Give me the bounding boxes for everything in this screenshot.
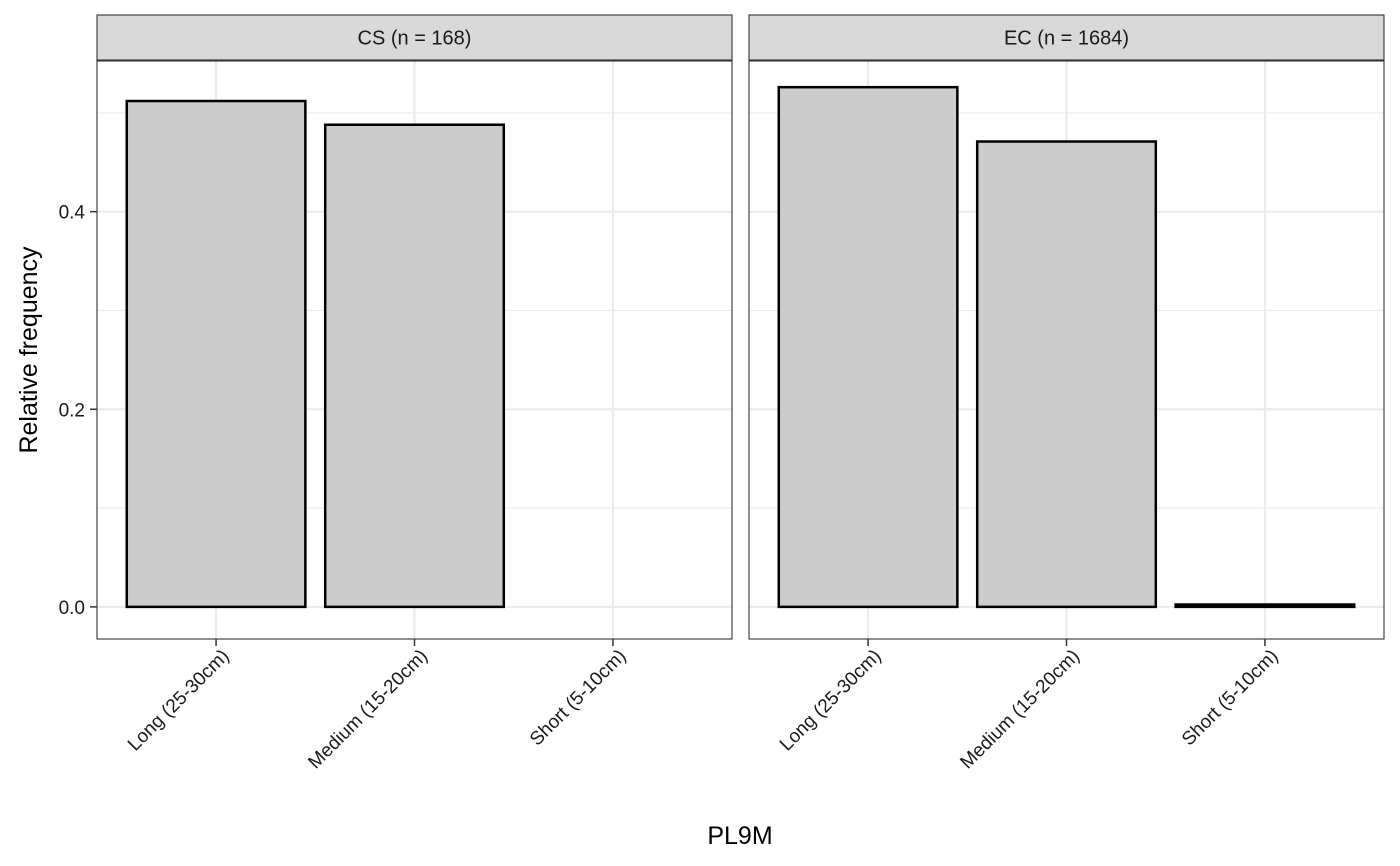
y-tick-label: 0.4 bbox=[59, 203, 86, 224]
x-tick-label: Long (25-30cm) bbox=[124, 646, 234, 756]
y-tick-label: 0.2 bbox=[59, 400, 85, 421]
y-axis-title: Relative frequency bbox=[15, 246, 43, 454]
x-tick-label: Medium (15-20cm) bbox=[956, 646, 1084, 774]
x-tick-label: Short (5-10cm) bbox=[1178, 646, 1282, 750]
x-axis-title: PL9M bbox=[707, 822, 772, 850]
y-tick-label: 0.0 bbox=[59, 598, 85, 619]
y-axis: 0.0 0.2 0.4 bbox=[59, 203, 97, 619]
bar bbox=[975, 140, 1158, 609]
x-tick-label: Short (5-10cm) bbox=[526, 646, 630, 750]
facet-strip bbox=[96, 14, 733, 61]
bar bbox=[777, 85, 959, 609]
x-tick-label: Medium (15-20cm) bbox=[304, 646, 432, 774]
facet-panel: CS (n = 168) Long (25-30cm) Medium (15-20c… bbox=[96, 14, 733, 774]
facet-strip-label: CS (n = 168) bbox=[358, 28, 472, 50]
facet-strip bbox=[748, 14, 1385, 61]
bar bbox=[323, 123, 506, 609]
bar bbox=[1174, 603, 1356, 609]
facet-panels: CS (n = 168) Long (25-30cm) Medium (15-20c… bbox=[96, 14, 1385, 774]
x-tick-label: Long (25-30cm) bbox=[776, 646, 886, 756]
bar bbox=[125, 99, 307, 609]
facet-strip-label: EC (n = 1684) bbox=[1004, 28, 1129, 50]
facet-panel: EC (n = 1684) Long (25-30cm) Medium (15-20… bbox=[748, 14, 1385, 774]
